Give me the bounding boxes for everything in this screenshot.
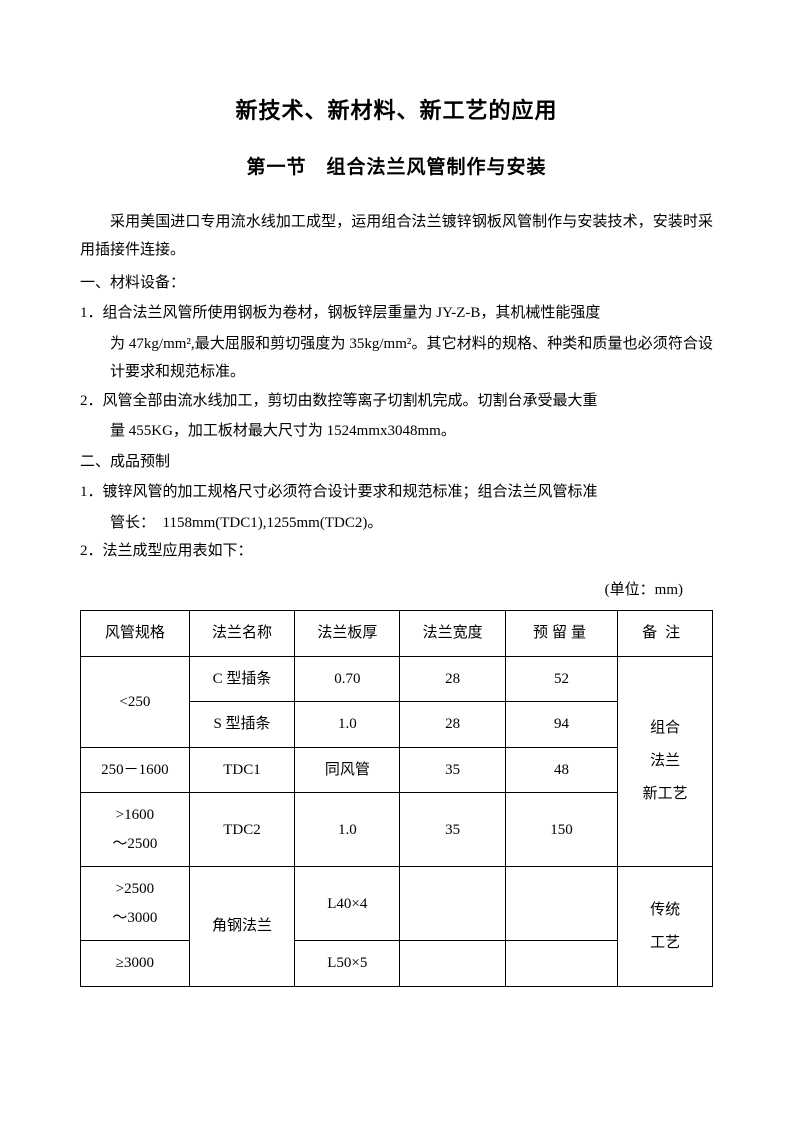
cell-reserve: [505, 941, 617, 987]
cell-thick: L50×5: [295, 941, 400, 987]
item-text: 风管全部由流水线加工，剪切由数控等离子切割机完成。切割台承受最大重: [103, 387, 713, 416]
th-name: 法兰名称: [189, 611, 294, 657]
section-2-head: 二、成品预制: [80, 448, 713, 477]
item-text: 镀锌风管的加工规格尺寸必须符合设计要求和规范标准；组合法兰风管标准: [103, 478, 713, 507]
cell-width: 28: [400, 656, 505, 702]
s2-item-2: 2． 法兰成型应用表如下：: [80, 537, 713, 566]
item-text: 组合法兰风管所使用钢板为卷材，钢板锌层重量为 JY-Z-B，其机械性能强度: [103, 299, 713, 328]
item-number: 2．: [80, 537, 103, 566]
cell-name: S 型插条: [189, 702, 294, 748]
s2-item-1-cont: 管长： 1158mm(TDC1),1255mm(TDC2)。: [80, 509, 713, 538]
cell-spec: >2500 ～3000: [81, 867, 190, 941]
intro-paragraph: 采用美国进口专用流水线加工成型，运用组合法兰镀锌钢板风管制作与安装技术，安装时采…: [80, 208, 713, 265]
note-line: 新工艺: [622, 778, 708, 811]
section-1-head: 一、材料设备：: [80, 269, 713, 298]
cell-width: 35: [400, 747, 505, 793]
spec-line: ～2500: [85, 830, 185, 859]
note-line: 组合: [622, 712, 708, 745]
cell-width: [400, 867, 505, 941]
s1-item-1: 1． 组合法兰风管所使用钢板为卷材，钢板锌层重量为 JY-Z-B，其机械性能强度: [80, 299, 713, 328]
s1-item-1-cont: 为 47kg/mm²,最大屈服和剪切强度为 35kg/mm²。其它材料的规格、种…: [80, 330, 713, 387]
s1-item-2: 2． 风管全部由流水线加工，剪切由数控等离子切割机完成。切割台承受最大重: [80, 387, 713, 416]
s2-item-1: 1． 镀锌风管的加工规格尺寸必须符合设计要求和规范标准；组合法兰风管标准: [80, 478, 713, 507]
main-title: 新技术、新材料、新工艺的应用: [80, 90, 713, 132]
cell-width: 35: [400, 793, 505, 867]
item-text: 法兰成型应用表如下：: [103, 537, 713, 566]
cell-note-group1: 组合 法兰 新工艺: [618, 656, 713, 867]
s1-item-2-cont: 量 455KG，加工板材最大尺寸为 1524mmx3048mm。: [80, 417, 713, 446]
table-row: <250 C 型插条 0.70 28 52 组合 法兰 新工艺: [81, 656, 713, 702]
cell-width: [400, 941, 505, 987]
table-header-row: 风管规格 法兰名称 法兰板厚 法兰宽度 预留量 备注: [81, 611, 713, 657]
th-note: 备注: [618, 611, 713, 657]
th-width: 法兰宽度: [400, 611, 505, 657]
cell-thick: 1.0: [295, 793, 400, 867]
cell-thick: 0.70: [295, 656, 400, 702]
cell-reserve: [505, 867, 617, 941]
th-reserve: 预留量: [505, 611, 617, 657]
cell-name: 角钢法兰: [189, 867, 294, 987]
spec-line: ～3000: [85, 904, 185, 933]
flange-table: 风管规格 法兰名称 法兰板厚 法兰宽度 预留量 备注 <250 C 型插条 0.…: [80, 610, 713, 987]
spec-line: >2500: [85, 875, 185, 904]
item-number: 2．: [80, 387, 103, 416]
table-row: >2500 ～3000 角钢法兰 L40×4 传统 工艺: [81, 867, 713, 941]
spec-line: >1600: [85, 801, 185, 830]
cell-thick: 同风管: [295, 747, 400, 793]
cell-note-group2: 传统 工艺: [618, 867, 713, 987]
unit-label: (单位：mm): [80, 576, 713, 605]
note-line: 法兰: [622, 745, 708, 778]
item-number: 1．: [80, 299, 103, 328]
cell-name: C 型插条: [189, 656, 294, 702]
note-line: 传统: [622, 894, 708, 927]
cell-thick: 1.0: [295, 702, 400, 748]
cell-reserve: 94: [505, 702, 617, 748]
cell-spec: >1600 ～2500: [81, 793, 190, 867]
note-line: 工艺: [622, 927, 708, 960]
th-thick: 法兰板厚: [295, 611, 400, 657]
item-number: 1．: [80, 478, 103, 507]
cell-spec: <250: [81, 656, 190, 747]
cell-name: TDC1: [189, 747, 294, 793]
cell-name: TDC2: [189, 793, 294, 867]
sub-title: 第一节 组合法兰风管制作与安装: [80, 150, 713, 186]
cell-reserve: 48: [505, 747, 617, 793]
th-spec: 风管规格: [81, 611, 190, 657]
cell-thick: L40×4: [295, 867, 400, 941]
cell-width: 28: [400, 702, 505, 748]
cell-spec: ≥3000: [81, 941, 190, 987]
cell-spec: 250－1600: [81, 747, 190, 793]
cell-reserve: 52: [505, 656, 617, 702]
cell-reserve: 150: [505, 793, 617, 867]
